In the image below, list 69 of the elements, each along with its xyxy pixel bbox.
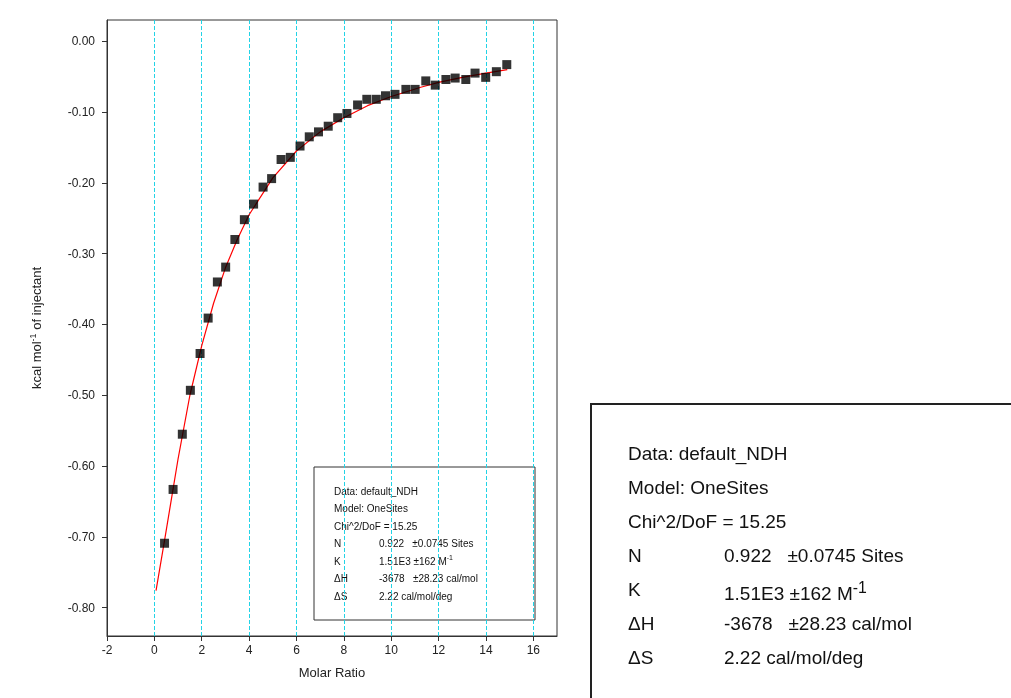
x-tick-label: 10: [384, 643, 399, 657]
point: [212, 277, 222, 287]
point: [342, 108, 352, 118]
point: [295, 141, 305, 151]
point: [401, 84, 411, 94]
text: N 0.922 ±0.0745 Sites: [628, 545, 904, 566]
point: [461, 74, 471, 84]
point: [323, 121, 333, 131]
x-tick-label: 14: [479, 643, 493, 657]
point: [230, 234, 240, 244]
point: [203, 313, 213, 323]
x-tick-label: 12: [431, 643, 446, 657]
point: [502, 60, 512, 70]
x-tick-label: 0: [151, 643, 159, 657]
y-tick-label: -0.20: [67, 175, 96, 190]
y-tick-label: -0.30: [67, 246, 96, 261]
point: [381, 91, 391, 101]
annotation: Data: default_NDH: [334, 485, 418, 497]
point: [276, 154, 286, 164]
y-tick-label: -0.80: [67, 600, 96, 615]
point: [450, 73, 460, 83]
x-axis-title: Molar Ratio: [298, 665, 366, 680]
point: [470, 68, 480, 78]
x-tick-label: 16: [526, 643, 541, 657]
point: [421, 76, 431, 86]
x-tick-label: -2: [101, 643, 113, 657]
point: [168, 484, 178, 494]
annotation: Model: OneSites: [334, 503, 408, 514]
text: ΔH -3678 ±28.23 cal/mol: [334, 573, 478, 584]
text: K 1.51E3 ±162 M$^{-1}$: [628, 579, 867, 605]
point: [160, 538, 170, 548]
point: [333, 113, 343, 123]
text: Model: OneSites: [628, 477, 769, 500]
point: [177, 429, 187, 439]
y-tick-label: -0.10: [67, 105, 96, 120]
point: [185, 385, 195, 395]
y-axis-title: kcal mol-1 of injectant: [27, 266, 44, 390]
point: [304, 132, 314, 142]
text: ΔH -3678 ±28.23 cal/mol: [628, 613, 912, 634]
point: [258, 182, 268, 192]
point: [410, 84, 420, 94]
point: [195, 348, 205, 358]
point: [249, 199, 259, 209]
point: [441, 74, 451, 84]
point: [239, 215, 249, 225]
x-tick-label: 8: [340, 643, 348, 657]
x-tick-label: 4: [245, 643, 253, 657]
x-tick-label: 6: [293, 643, 301, 657]
point: [390, 89, 400, 99]
text: ΔS 2.22 cal/mol/deg: [628, 647, 864, 668]
point: [267, 174, 277, 184]
point: [430, 80, 440, 90]
point: [221, 262, 231, 272]
point: [314, 127, 323, 137]
point: [285, 152, 295, 162]
point: [481, 72, 491, 82]
point: [362, 94, 372, 104]
annotation: Chi^2/DoF = 15.25: [334, 520, 418, 532]
y-tick-label: -0.70: [67, 529, 96, 544]
point: [353, 100, 363, 110]
text: Chi^2/DoF = 15.25: [628, 511, 787, 534]
y-tick-label: 0.00: [71, 34, 96, 49]
y-tick-label: -0.60: [67, 459, 96, 474]
text: Data: default_NDH: [628, 443, 788, 467]
y-tick-label: -0.40: [67, 317, 96, 332]
point: [491, 67, 501, 77]
y-tick-label: -0.50: [67, 388, 96, 403]
point: [371, 94, 381, 104]
x-tick-label: 2: [198, 643, 206, 657]
